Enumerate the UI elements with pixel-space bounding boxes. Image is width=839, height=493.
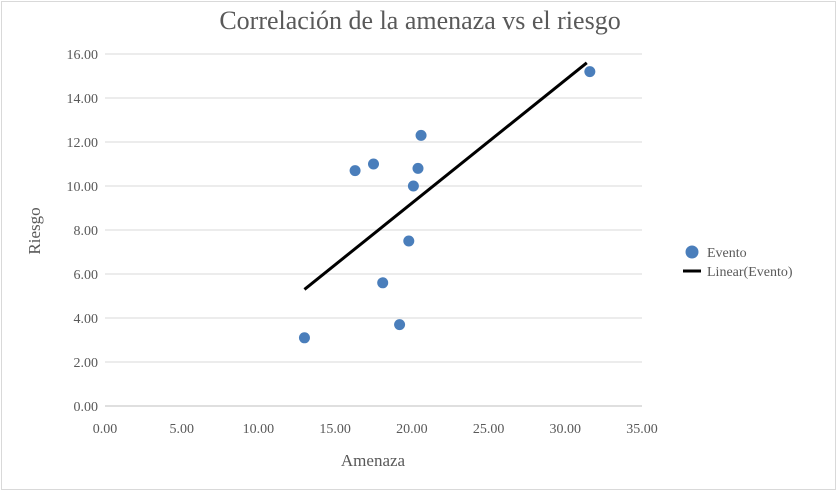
x-tick-label: 25.00 <box>473 422 505 437</box>
x-tick-label: 5.00 <box>169 422 194 437</box>
y-axis-label: Riesgo <box>25 207 44 254</box>
legend-label-evento: Evento <box>707 246 747 261</box>
y-tick-label: 12.00 <box>67 136 99 151</box>
y-tick-label: 8.00 <box>74 224 99 239</box>
y-axis-ticks: 0.00 2.00 4.00 6.00 8.00 10.00 12.00 14.00 16.00 <box>67 48 99 415</box>
y-tick-label: 10.00 <box>67 180 99 195</box>
y-tick-label: 6.00 <box>74 268 99 283</box>
data-point <box>368 158 379 170</box>
x-tick-label: 0.00 <box>93 422 118 437</box>
data-point <box>349 165 361 177</box>
data-point <box>394 319 406 331</box>
data-point <box>403 235 415 247</box>
y-tick-label: 0.00 <box>74 400 99 415</box>
gridlines <box>105 53 642 407</box>
data-point <box>412 162 424 174</box>
legend-marker-evento <box>685 245 699 259</box>
legend: Evento Linear(Evento) <box>683 245 793 280</box>
y-tick-label: 4.00 <box>74 312 99 327</box>
y-tick-label: 16.00 <box>67 48 99 63</box>
data-points <box>298 66 596 344</box>
x-tick-label: 35.00 <box>626 422 658 437</box>
data-point <box>377 277 389 289</box>
x-tick-label: 15.00 <box>319 422 351 437</box>
x-tick-label: 30.00 <box>550 422 582 437</box>
y-tick-label: 14.00 <box>67 92 99 107</box>
x-tick-label: 10.00 <box>243 422 275 437</box>
y-tick-label: 2.00 <box>74 356 99 371</box>
data-point <box>415 129 427 141</box>
trendline <box>303 61 588 291</box>
legend-label-trendline: Linear(Evento) <box>707 265 793 280</box>
data-point <box>298 332 310 344</box>
x-axis-ticks: 0.00 5.00 10.00 15.00 20.00 25.00 30.00 35.00 <box>93 422 658 437</box>
data-point <box>407 180 419 192</box>
data-point <box>584 66 596 78</box>
chart-title: Correlación de la amenaza vs el riesgo <box>219 6 620 35</box>
x-axis-label: Amenaza <box>341 451 406 470</box>
x-tick-label: 20.00 <box>396 422 428 437</box>
trendline-layer <box>303 61 588 291</box>
